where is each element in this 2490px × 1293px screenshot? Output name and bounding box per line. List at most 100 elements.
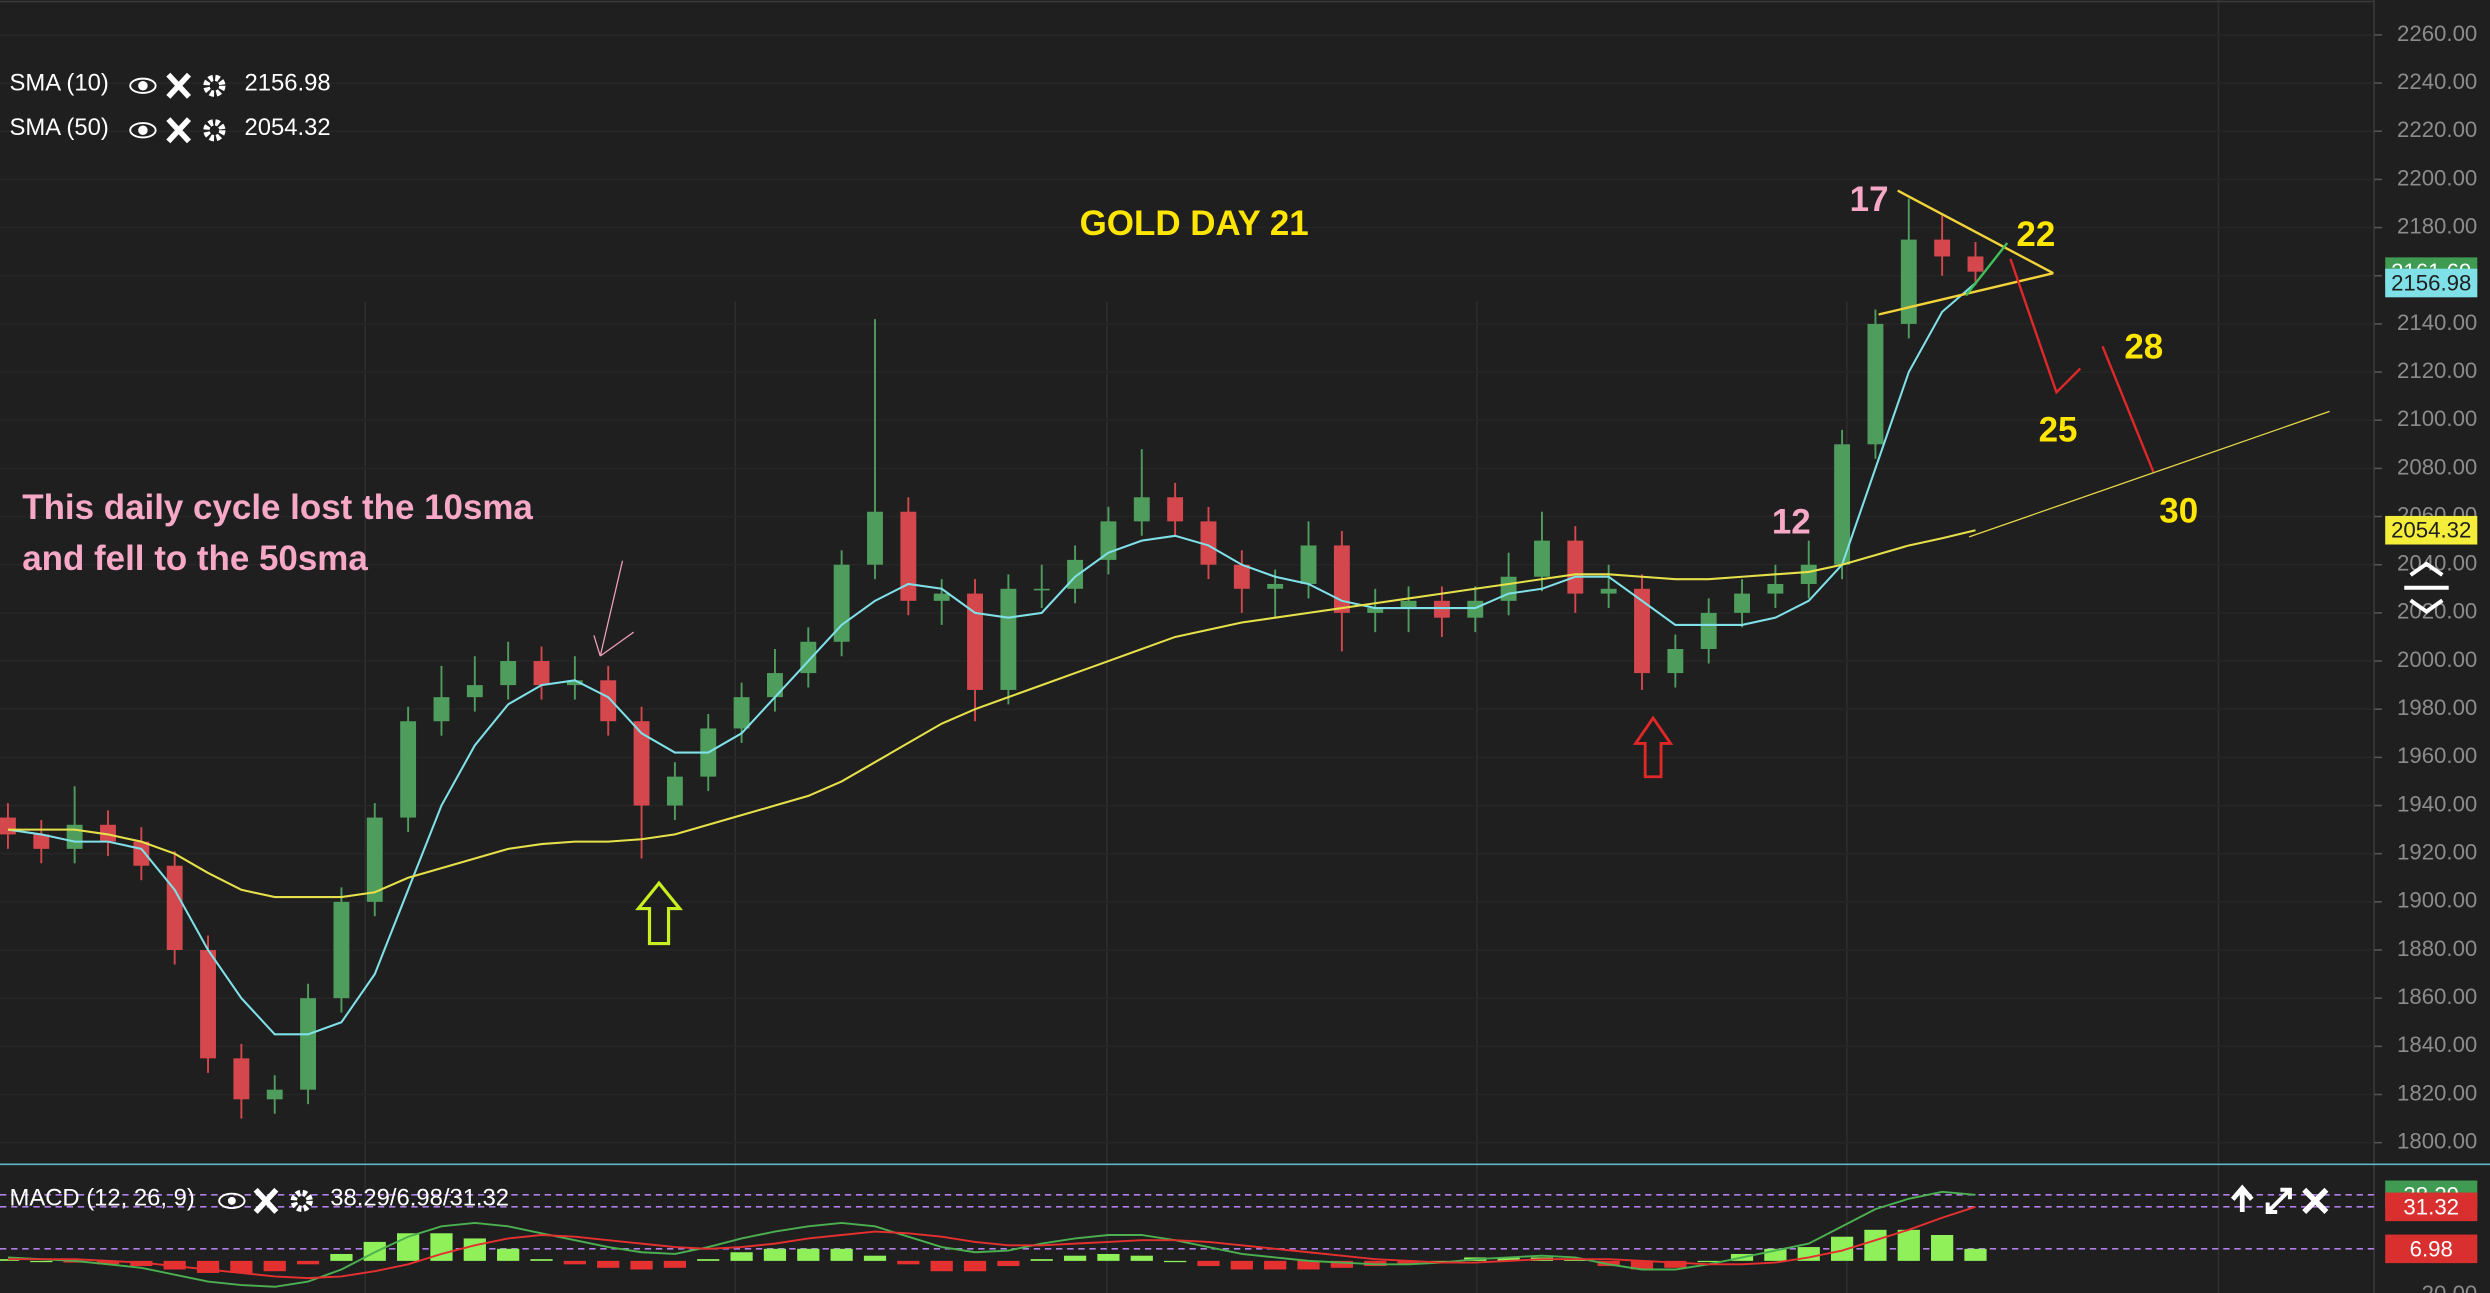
candle-body	[1233, 564, 1250, 589]
candle-body	[1133, 497, 1150, 522]
candle-body	[1934, 239, 1951, 257]
candle-body	[1800, 564, 1817, 584]
histogram-bar	[96, 1260, 120, 1265]
histogram-bar	[330, 1253, 353, 1261]
price-badge	[2385, 515, 2478, 545]
histogram-bar	[630, 1260, 653, 1270]
day-label: 22	[2016, 215, 2055, 254]
histogram-bar	[730, 1252, 753, 1261]
legend-icons[interactable]	[129, 72, 226, 144]
candle-body	[1200, 521, 1217, 565]
candle-body	[1400, 600, 1417, 609]
candle-body	[0, 817, 16, 835]
histogram-bar	[1497, 1257, 1520, 1261]
histogram-bar	[1830, 1236, 1854, 1261]
candle-body	[733, 697, 750, 729]
candle-body	[566, 680, 583, 686]
histogram-bar	[830, 1248, 853, 1261]
candle-body	[1867, 323, 1884, 445]
y-tick-label: 1960.00	[2397, 743, 2477, 768]
histogram-bar	[1697, 1260, 1720, 1263]
candle-body	[1067, 559, 1084, 589]
candle-body	[1534, 540, 1550, 577]
candle-body	[1300, 545, 1317, 584]
candle-body	[767, 673, 783, 698]
candle-body	[1967, 256, 1984, 272]
candle-body	[233, 1058, 250, 1100]
price-badge	[2385, 268, 2478, 298]
annotation: and fell to the 50sma	[22, 539, 368, 578]
badge-label: 6.98	[2410, 1236, 2453, 1261]
histogram-bar	[1264, 1260, 1287, 1270]
day-label: 12	[1772, 502, 1811, 541]
candle-body	[200, 950, 216, 1059]
histogram-bar	[1164, 1260, 1187, 1263]
candle-body	[633, 721, 650, 806]
badge-label: 2054.32	[2391, 518, 2471, 543]
histogram-bar	[463, 1238, 486, 1261]
candle-body	[900, 511, 917, 601]
candle-body	[1267, 583, 1284, 589]
candle-body	[1033, 588, 1050, 591]
candle-body	[1667, 648, 1684, 674]
candle-body	[33, 834, 50, 849]
candle-body	[166, 865, 183, 951]
candle-body	[666, 776, 683, 806]
y-tick-label: 2100.00	[2397, 406, 2477, 431]
candle-body	[533, 661, 550, 686]
macd-line	[7, 1190, 1976, 1288]
y-tick-label: 1880.00	[2397, 936, 2477, 961]
macd-icons[interactable]	[218, 1184, 2329, 1214]
candle-body	[1367, 608, 1384, 613]
histogram-bar	[863, 1255, 887, 1261]
candle-body	[400, 721, 417, 818]
day-label: 30	[2159, 491, 2198, 530]
candle-body	[1900, 239, 1917, 324]
histogram-bar	[1063, 1255, 1087, 1261]
histogram-bar	[1430, 1260, 1454, 1263]
candle-body	[1767, 583, 1784, 594]
macd-legend-values: 38.29/6.98/31.32	[330, 1185, 509, 1212]
histogram-bar	[1030, 1259, 1053, 1261]
price-badge	[2385, 1234, 2478, 1264]
macd-title: MACD (12, 26, 9)	[10, 1185, 195, 1212]
candle-body	[1634, 588, 1650, 674]
histogram-bar	[1897, 1229, 1920, 1261]
y-tick-label: 1860.00	[2397, 984, 2477, 1009]
candle-body	[933, 593, 950, 601]
histogram-bar	[530, 1259, 553, 1261]
histogram-bar	[430, 1233, 453, 1261]
candle-body	[466, 685, 483, 698]
histogram-bar	[797, 1248, 820, 1261]
candle-body	[1734, 593, 1750, 613]
price-pane: 1800.00 1820.00 1840.00 1860.00 1880.00 1900.…	[0, 21, 2478, 1154]
y-tick-label: 2080.00	[2397, 454, 2477, 479]
histogram-bar	[697, 1259, 720, 1261]
candle-body	[1100, 521, 1117, 560]
candle-body	[600, 680, 617, 722]
histogram-bar	[1397, 1260, 1420, 1265]
y-tick-label: 1820.00	[2397, 1080, 2477, 1105]
legend-label: SMA (50)	[10, 114, 109, 141]
candle-body	[1700, 612, 1717, 649]
macd-pane: 60.00-20.0038.2931.326.98	[0, 1143, 2478, 1293]
candle-body	[1167, 497, 1184, 522]
y-tick-label: 2240.00	[2397, 69, 2477, 94]
badge-label: 2156.98	[2391, 270, 2471, 295]
y-tick-label: 1920.00	[2397, 840, 2477, 865]
candle-body	[1500, 576, 1517, 601]
histogram-bar	[963, 1260, 987, 1272]
histogram-bar	[1964, 1248, 1987, 1261]
candle-body	[333, 901, 350, 999]
macd-line	[7, 1205, 1976, 1280]
y-tick-label: -20.00	[2414, 1281, 2477, 1293]
badge-label: 31.32	[2403, 1194, 2459, 1219]
candle-body	[500, 661, 517, 686]
histogram-bar	[663, 1260, 687, 1268]
y-tick-label: 2000.00	[2397, 647, 2477, 672]
candle-body	[366, 817, 383, 902]
candle-body	[433, 697, 450, 722]
y-tick-label: 60.00	[2422, 1143, 2478, 1168]
